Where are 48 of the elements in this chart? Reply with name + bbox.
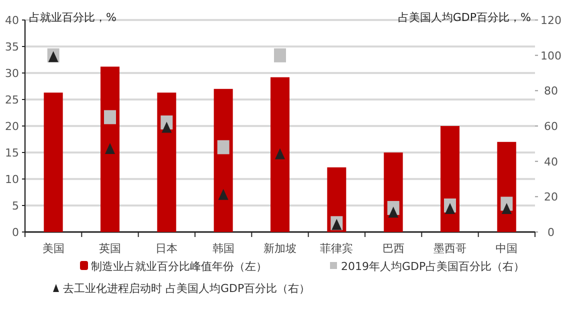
y-tick-label: 15 bbox=[5, 146, 19, 160]
point bbox=[332, 218, 342, 230]
y2-tick-label: 100 bbox=[540, 49, 562, 62]
x-tick-label: 美国 bbox=[42, 242, 64, 255]
bar bbox=[157, 92, 176, 232]
x-tick-label: 墨西哥 bbox=[434, 242, 466, 255]
x-tick-label: 日本 bbox=[156, 242, 178, 255]
bar bbox=[440, 126, 460, 232]
x-tick-label: 中国 bbox=[496, 242, 518, 255]
y-tick-label: 30 bbox=[5, 67, 19, 80]
legend-label: 制造业占就业百分比峰值年份（左） bbox=[91, 260, 267, 273]
point bbox=[275, 148, 285, 160]
bar bbox=[100, 66, 120, 232]
x-tick-label: 巴西 bbox=[382, 242, 404, 255]
point bbox=[104, 110, 116, 124]
y-tick-label: 35 bbox=[5, 40, 19, 54]
point bbox=[162, 122, 172, 133]
y2-tick-label: 60 bbox=[544, 120, 558, 133]
point bbox=[48, 51, 58, 62]
bar bbox=[44, 92, 63, 232]
point bbox=[105, 142, 115, 154]
point bbox=[217, 140, 230, 154]
y-tick-label: 20 bbox=[5, 120, 19, 133]
bar bbox=[270, 77, 290, 232]
y2-tick-label: 120 bbox=[540, 14, 562, 27]
y-tick-label: 25 bbox=[5, 94, 19, 106]
y-axis-title: 占就业百分比，% bbox=[29, 11, 116, 24]
legend-label: 2019年人均GDP占美国百分比（右） bbox=[341, 260, 525, 273]
x-tick-label: 新加坡 bbox=[264, 242, 296, 255]
y2-tick-label: 80 bbox=[544, 84, 558, 98]
y2-tick-label: 20 bbox=[544, 190, 558, 204]
y-tick-label: 40 bbox=[5, 14, 19, 27]
y-tick-label: 10 bbox=[5, 173, 19, 186]
legend-label: 去工业化进程启动时 占美国人均GDP百分比（右） bbox=[63, 282, 310, 295]
point bbox=[388, 206, 398, 218]
x-tick-label: 英国 bbox=[99, 242, 121, 255]
y2-axis-title: 占美国人均GDP百分比，% bbox=[398, 11, 531, 24]
point bbox=[502, 203, 512, 214]
y-tick-label: 5 bbox=[12, 200, 19, 212]
bar bbox=[214, 88, 233, 232]
x-tick-label: 韩国 bbox=[212, 242, 234, 255]
y2-tick-label: 40 bbox=[544, 155, 558, 168]
y-tick-label: 0 bbox=[12, 226, 19, 239]
point bbox=[445, 203, 455, 214]
x-tick-label: 菲律宾 bbox=[320, 242, 354, 255]
y2-tick-label: 0 bbox=[548, 226, 554, 239]
point bbox=[274, 48, 286, 62]
point bbox=[218, 188, 228, 200]
